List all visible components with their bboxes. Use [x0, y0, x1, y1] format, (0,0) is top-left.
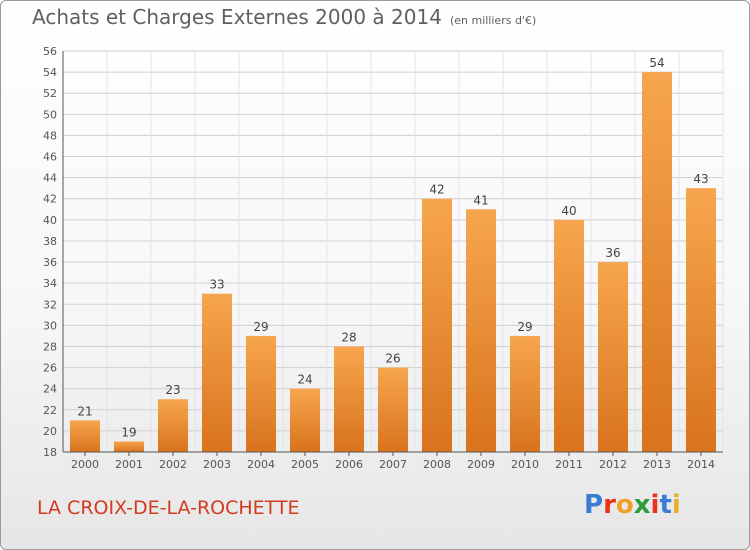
bar — [510, 335, 540, 452]
brand-letter: x — [633, 490, 651, 520]
y-tick-label: 32 — [43, 298, 57, 311]
bar — [202, 293, 232, 452]
y-tick-label: 20 — [43, 425, 57, 438]
bar — [70, 420, 100, 452]
bar — [158, 399, 188, 452]
x-tick-label: 2012 — [599, 458, 627, 471]
brand-letter: r — [603, 490, 616, 520]
y-tick-label: 46 — [43, 151, 57, 164]
x-tick-label: 2004 — [247, 458, 275, 471]
brand-letter: o — [615, 490, 634, 520]
data-label: 36 — [605, 246, 620, 260]
data-label: 29 — [253, 320, 268, 334]
data-label: 43 — [693, 172, 708, 186]
x-tick-label: 2014 — [687, 458, 715, 471]
data-label: 33 — [209, 278, 224, 292]
x-tick-label: 2002 — [159, 458, 187, 471]
bar — [290, 388, 320, 452]
y-tick-label: 22 — [43, 404, 57, 417]
data-label: 26 — [385, 352, 400, 366]
brand-letter: i — [671, 490, 681, 520]
data-label: 29 — [517, 320, 532, 334]
chart-title-main: Achats et Charges Externes 2000 à 2014 — [32, 5, 442, 29]
bar — [642, 72, 672, 453]
y-tick-label: 42 — [43, 193, 57, 206]
commune-name: LA CROIX-DE-LA-ROCHETTE — [37, 497, 300, 519]
y-tick-label: 36 — [43, 256, 57, 269]
bar — [114, 441, 144, 452]
y-tick-label: 48 — [43, 129, 57, 142]
y-tick-label: 28 — [43, 340, 57, 353]
y-tick-label: 56 — [43, 45, 57, 58]
bar — [246, 335, 276, 452]
x-tick-label: 2008 — [423, 458, 451, 471]
x-tick-label: 2007 — [379, 458, 407, 471]
y-tick-label: 18 — [43, 446, 57, 459]
x-tick-label: 2005 — [291, 458, 319, 471]
x-tick-label: 2009 — [467, 458, 495, 471]
x-tick-label: 2010 — [511, 458, 539, 471]
x-tick-label: 2011 — [555, 458, 583, 471]
data-label: 54 — [649, 56, 664, 70]
data-label: 41 — [473, 193, 488, 207]
y-tick-label: 38 — [43, 235, 57, 248]
bar — [554, 219, 584, 452]
y-tick-label: 44 — [43, 172, 57, 185]
data-label: 42 — [429, 183, 444, 197]
bar — [598, 262, 628, 452]
y-tick-label: 54 — [43, 66, 57, 79]
bar — [686, 188, 716, 452]
x-tick-label: 2003 — [203, 458, 231, 471]
bar — [334, 346, 364, 452]
x-tick-label: 2006 — [335, 458, 363, 471]
x-tick-label: 2013 — [643, 458, 671, 471]
data-label: 24 — [297, 373, 312, 387]
bar — [466, 209, 496, 452]
brand-letter: P — [584, 490, 604, 520]
brand-letter: t — [659, 490, 672, 520]
brand-letter: i — [650, 490, 660, 520]
x-tick-label: 2000 — [71, 458, 99, 471]
data-label: 23 — [165, 383, 180, 397]
y-tick-label: 52 — [43, 87, 57, 100]
y-tick-label: 26 — [43, 362, 57, 375]
y-tick-label: 34 — [43, 277, 57, 290]
data-label: 21 — [77, 404, 92, 418]
x-tick-label: 2001 — [115, 458, 143, 471]
chart-title: Achats et Charges Externes 2000 à 2014 (e… — [32, 5, 536, 29]
axes — [62, 51, 723, 456]
y-tick-label: 24 — [43, 383, 57, 396]
y-tick-label: 50 — [43, 108, 57, 121]
proxiti-logo: Proxiti — [584, 490, 681, 520]
data-label: 28 — [341, 330, 356, 344]
chart-title-unit: (en milliers d'€) — [449, 14, 537, 27]
bar — [422, 198, 452, 452]
data-label: 19 — [121, 425, 136, 439]
data-label: 40 — [561, 204, 576, 218]
bar — [378, 367, 408, 452]
y-tick-label: 30 — [43, 319, 57, 332]
y-tick-label: 40 — [43, 214, 57, 227]
labels: 18 20 22 24 26 28 30 32 34 36 38 40 42 44 46 48 50 52 54 56… — [43, 45, 715, 471]
bars — [70, 72, 716, 453]
